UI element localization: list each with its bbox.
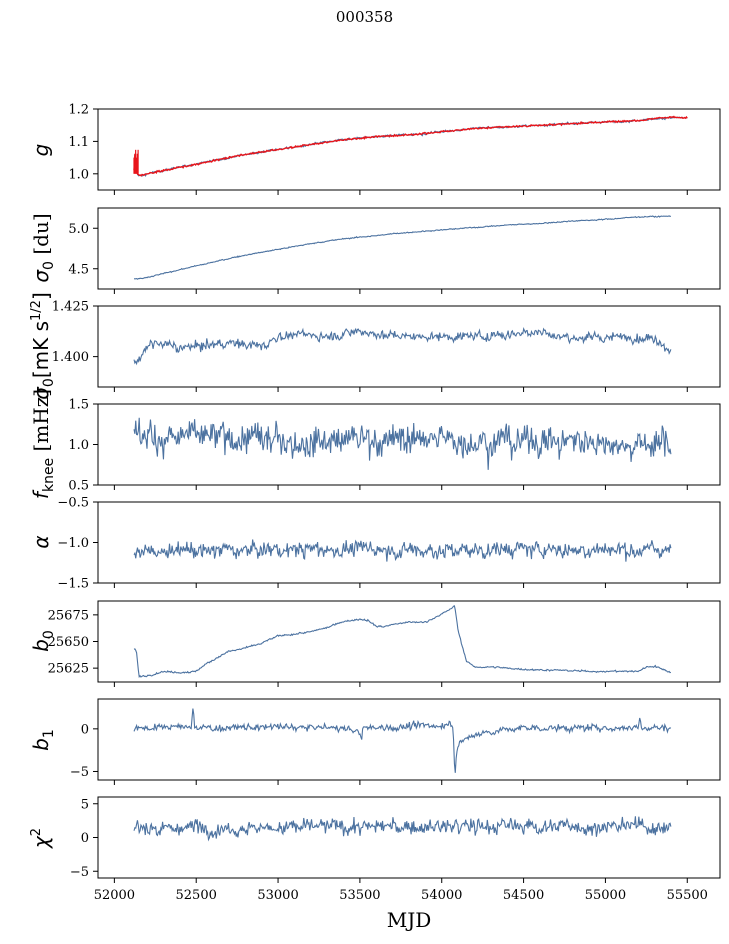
panel-7: −5 0 b1: [29, 698, 721, 785]
panel-1: 1.0 1.1 1.2 g: [29, 103, 721, 195]
series-line: [133, 539, 672, 562]
y-tick-label: 25675: [48, 608, 89, 623]
y-axis-label: α: [29, 535, 53, 548]
y-tick-label: 1.0: [68, 438, 89, 453]
y-tick-label: 25625: [48, 662, 89, 677]
axes-frame: [97, 207, 721, 290]
x-tick-label: 52000: [94, 888, 135, 903]
series-line: [133, 708, 672, 773]
x-tick-label: 53500: [339, 888, 380, 903]
y-tick-label: −5: [70, 865, 89, 880]
y-tick-label: 0: [81, 722, 89, 737]
y-tick-label: −5: [70, 765, 89, 780]
y-tick-label: −1.0: [57, 536, 89, 551]
y-axis-label: g: [29, 144, 53, 157]
y-tick-label: 0: [81, 831, 89, 846]
series-line: [133, 115, 688, 178]
axes-frame: [97, 108, 721, 191]
panel-8: −5 0 5 52000 52500 53000 53500 54000 54500 55000 5…: [29, 796, 721, 903]
y-axis-label: fknee [mHz]: [29, 389, 57, 499]
axes-frame: [97, 403, 721, 486]
series-line: [133, 215, 672, 280]
y-tick-label: 25650: [48, 635, 89, 650]
y-axis-label: b1: [29, 729, 57, 751]
axes-frame: [97, 600, 721, 683]
y-tick-label: 1.5: [68, 398, 89, 413]
x-tick-label: 53000: [257, 888, 298, 903]
y-axis-label: σ0 [du]: [29, 213, 57, 282]
series-line: [133, 605, 672, 679]
y-axis-label: b0: [29, 630, 57, 652]
axes-frame: [97, 698, 721, 781]
series-line: [133, 327, 672, 366]
axes-frame: [97, 305, 721, 388]
series-line: [133, 417, 672, 470]
y-tick-label: 1.2: [68, 103, 89, 118]
panel-5: −1.5 −1.0 −0.5 α: [29, 496, 721, 592]
panel-2: 4.5 5.0 σ0 [du]: [29, 207, 721, 294]
y-tick-label: 0.5: [68, 479, 89, 494]
y-tick-label: −0.5: [57, 496, 89, 511]
axes-frame: [97, 796, 721, 879]
y-axis-label: σ0[mK s1/2]: [29, 292, 57, 400]
x-tick-label: 55000: [585, 888, 626, 903]
y-tick-label: −1.5: [57, 577, 89, 592]
panel-6: 25625 25650 25675 b0: [29, 600, 721, 687]
panel-4: 0.5 1.0 1.5 fknee [mHz]: [29, 389, 721, 499]
figure-title: 000358: [335, 8, 394, 26]
series-line: [133, 816, 672, 842]
x-axis-label: MJD: [386, 908, 432, 932]
x-tick-label: 55500: [667, 888, 708, 903]
y-axis-label: χ2: [29, 828, 53, 849]
y-tick-label: 1.400: [52, 350, 89, 365]
x-tick-label: 54000: [421, 888, 462, 903]
y-tick-label: 1.1: [68, 135, 89, 150]
y-tick-label: 5: [81, 797, 89, 812]
overlay-series-line: [133, 115, 688, 177]
y-tick-label: 1.425: [52, 300, 89, 315]
x-tick-label: 54500: [503, 888, 544, 903]
y-tick-label: 1.0: [68, 167, 89, 182]
y-tick-label: 4.5: [68, 262, 89, 277]
y-tick-label: 5.0: [68, 222, 89, 237]
x-tick-label: 52500: [176, 888, 217, 903]
